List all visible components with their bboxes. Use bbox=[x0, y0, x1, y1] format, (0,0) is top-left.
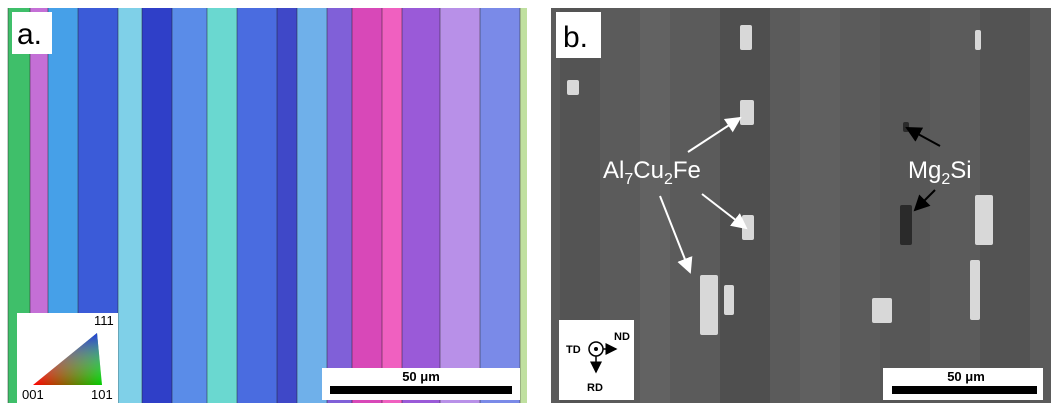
text: Cu bbox=[633, 157, 664, 184]
texture bbox=[900, 205, 912, 245]
scale-bar bbox=[330, 386, 512, 394]
texture bbox=[640, 8, 670, 403]
texture bbox=[520, 8, 527, 403]
text: Al bbox=[603, 157, 624, 184]
texture bbox=[297, 8, 327, 403]
axis-symbol bbox=[594, 347, 598, 351]
axis-label: RD bbox=[587, 382, 603, 394]
figure: a. 111 001 101 50 μm b. Al7Cu2Fe Mg2Si bbox=[0, 0, 1059, 411]
texture bbox=[975, 30, 981, 50]
subscript: 7 bbox=[624, 171, 633, 188]
texture bbox=[142, 8, 172, 403]
axis-label: ND bbox=[614, 331, 630, 343]
texture bbox=[118, 8, 142, 403]
axis-label: TD bbox=[566, 344, 581, 356]
legend-label: 111 bbox=[94, 313, 114, 328]
legend-label: 001 bbox=[22, 387, 44, 402]
scale-label: 50 μm bbox=[402, 369, 440, 384]
scale-bar bbox=[892, 386, 1037, 394]
text: Mg bbox=[908, 157, 941, 184]
texture bbox=[720, 8, 770, 403]
texture bbox=[700, 275, 718, 335]
panel-label: b. bbox=[563, 21, 588, 54]
texture bbox=[740, 100, 754, 125]
texture bbox=[724, 285, 734, 315]
texture bbox=[872, 298, 892, 323]
texture bbox=[567, 80, 579, 95]
subscript: 2 bbox=[941, 171, 950, 188]
texture bbox=[480, 8, 520, 403]
texture bbox=[970, 260, 980, 320]
texture bbox=[277, 8, 297, 403]
texture bbox=[975, 195, 993, 245]
scale-label: 50 μm bbox=[947, 369, 985, 384]
legend-label: 101 bbox=[91, 387, 113, 402]
panel-label: a. bbox=[17, 18, 42, 51]
text: Si bbox=[950, 157, 971, 184]
texture bbox=[440, 8, 480, 403]
texture bbox=[740, 25, 752, 50]
texture bbox=[172, 8, 207, 403]
texture bbox=[207, 8, 237, 403]
texture bbox=[237, 8, 277, 403]
subscript: 2 bbox=[664, 171, 673, 188]
texture bbox=[903, 122, 909, 132]
texture bbox=[327, 8, 352, 403]
texture bbox=[352, 8, 382, 403]
annotation: Mg2Si bbox=[908, 157, 972, 188]
text: Fe bbox=[673, 157, 701, 184]
texture bbox=[382, 8, 402, 403]
texture bbox=[800, 8, 840, 403]
texture bbox=[402, 8, 440, 403]
annotation: Al7Cu2Fe bbox=[603, 157, 701, 188]
